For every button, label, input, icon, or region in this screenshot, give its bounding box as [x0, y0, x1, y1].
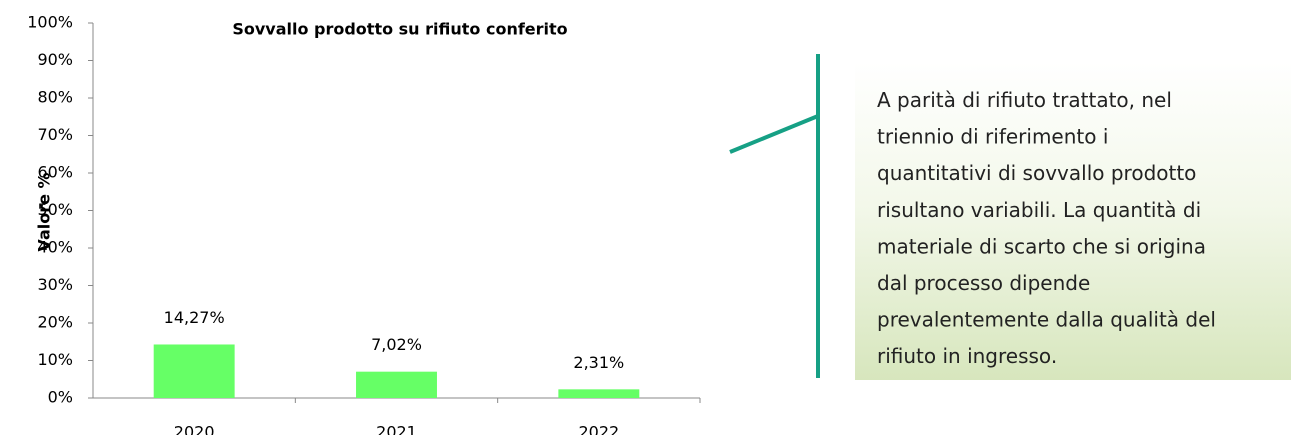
annotation-line: rifiuto in ingresso.	[877, 344, 1057, 368]
y-tick-label: 100%	[27, 13, 73, 32]
x-tick-label: 2022	[578, 423, 619, 436]
x-tick-label: 2020	[174, 423, 215, 436]
y-tick-label: 10%	[37, 350, 73, 369]
annotation-box	[855, 62, 1291, 380]
annotation-line: quantitativi di sovvallo prodotto	[877, 161, 1196, 185]
value-label: 14,27%	[164, 308, 225, 327]
value-label: 2,31%	[573, 353, 624, 372]
y-tick-label: 50%	[37, 200, 73, 219]
annotation-line: materiale di scarto che si origina	[877, 234, 1206, 258]
y-tick-label: 60%	[37, 163, 73, 182]
y-tick-label: 20%	[37, 313, 73, 332]
y-tick-label: 30%	[37, 275, 73, 294]
annotation-line: triennio di riferimento i	[877, 125, 1108, 149]
annotation-line: prevalentemente dalla qualità del	[877, 308, 1216, 332]
bar	[558, 389, 640, 398]
value-label: 7,02%	[371, 335, 422, 354]
annotation-line: risultano variabili. La quantità di	[877, 198, 1201, 222]
bar	[356, 371, 437, 398]
annotation-line: A parità di rifiuto trattato, nel	[877, 88, 1172, 112]
x-tick-label: 2021	[376, 423, 417, 436]
y-tick-label: 0%	[48, 388, 73, 407]
y-tick-label: 80%	[37, 88, 73, 107]
callout-pointer	[729, 114, 819, 154]
annotation-line: dal processo dipende	[877, 271, 1090, 295]
y-tick-label: 70%	[37, 125, 73, 144]
y-tick-label: 40%	[37, 238, 73, 257]
y-axis-label: Valore %	[35, 172, 54, 251]
bar	[153, 344, 235, 398]
chart-title: Sovvallo prodotto su rifiuto conferito	[232, 20, 567, 39]
y-tick-label: 90%	[37, 50, 73, 69]
